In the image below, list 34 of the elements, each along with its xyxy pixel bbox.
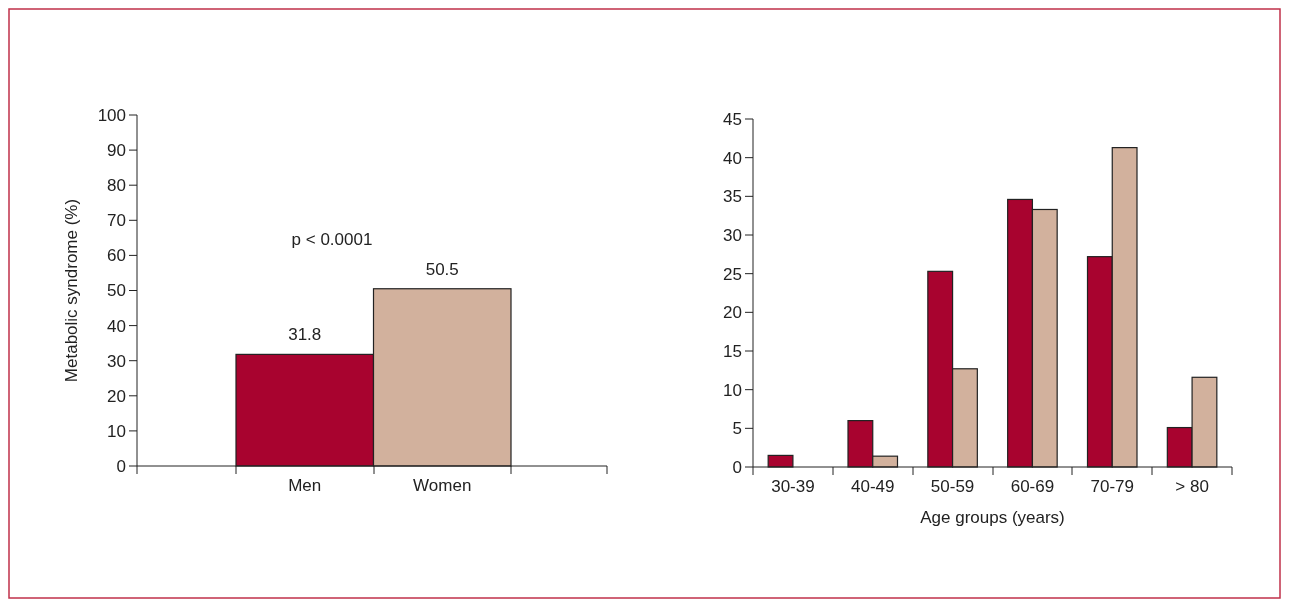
y-tick-label: 20: [107, 386, 126, 406]
data-label: 50.5: [425, 259, 459, 279]
y-tick-label: 10: [107, 421, 126, 441]
y-tick-label: 20: [723, 303, 742, 323]
y-tick-label: 10: [723, 380, 742, 400]
x-tick-label: 30-39: [771, 477, 815, 496]
x-tick-label: Men: [288, 476, 322, 495]
y-axis-title: Metabolic syndrome (%): [62, 198, 81, 383]
y-tick-label: 0: [116, 456, 126, 476]
y-tick-label: 100: [97, 105, 126, 125]
y-tick-label: 30: [723, 225, 742, 245]
y-tick-label: 50: [107, 281, 126, 301]
x-tick-label: Women: [413, 476, 472, 495]
x-axis-title: Age groups (years): [920, 508, 1065, 527]
x-tick-label: 70-79: [1090, 477, 1134, 496]
y-tick-label: 70: [107, 211, 126, 231]
y-tick-label: 90: [107, 141, 126, 161]
data-label: 31.8: [288, 325, 322, 345]
x-tick-label: 40-49: [851, 477, 895, 496]
y-tick-label: 35: [723, 187, 742, 207]
annotation: p < 0.0001: [291, 229, 373, 249]
x-tick-label: 60-69: [1010, 477, 1055, 496]
y-tick-label: 15: [723, 341, 742, 361]
y-tick-label: 45: [723, 109, 742, 129]
x-tick-label: 50-59: [930, 477, 975, 496]
y-tick-label: 40: [723, 148, 742, 168]
y-tick-label: 0: [732, 457, 742, 477]
y-tick-label: 40: [107, 316, 126, 336]
y-tick-label: 25: [723, 264, 742, 284]
y-tick-label: 60: [107, 246, 126, 266]
y-tick-label: 80: [107, 176, 126, 196]
y-tick-label: 5: [732, 419, 742, 439]
y-tick-label: 30: [107, 351, 126, 371]
x-tick-label: > 80: [1175, 477, 1209, 496]
